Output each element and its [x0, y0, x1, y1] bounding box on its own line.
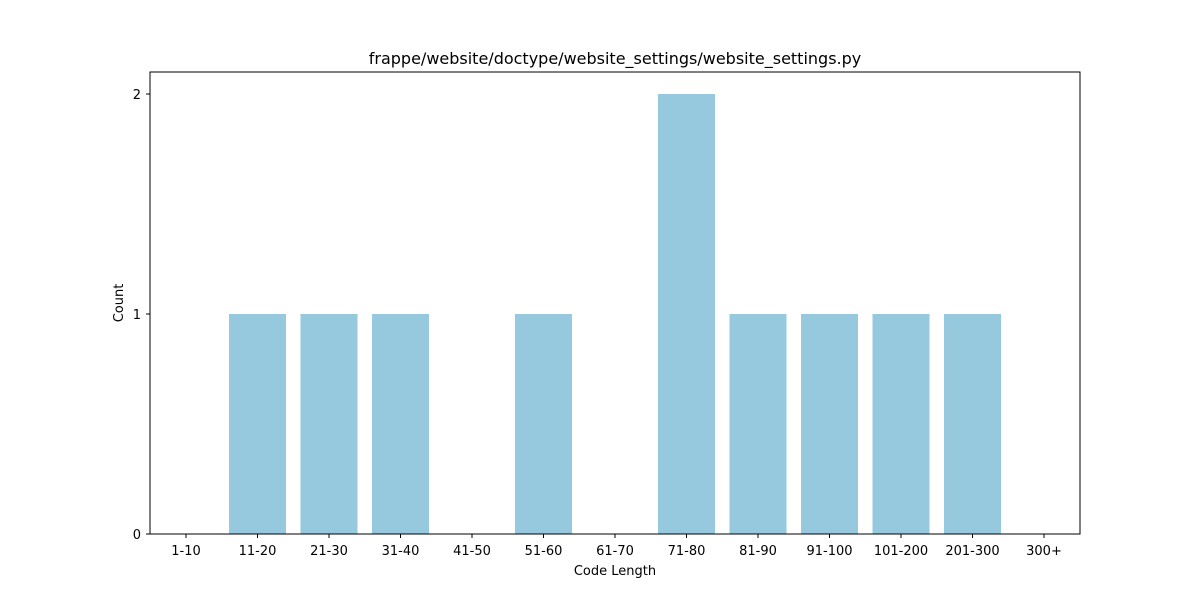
- y-axis-label: Count: [112, 284, 127, 323]
- x-tick-label: 101-200: [874, 544, 928, 559]
- y-tick-label: 1: [133, 308, 141, 323]
- x-tick-label: 51-60: [525, 544, 563, 559]
- bar-31-40: [372, 314, 429, 534]
- bar-21-30: [300, 314, 358, 534]
- bar-91-100: [801, 314, 858, 534]
- x-tick-label: 1-10: [171, 544, 201, 559]
- x-tick-label: 201-300: [945, 544, 999, 559]
- x-tick-label: 11-20: [239, 544, 277, 559]
- x-tick-label: 81-90: [739, 544, 777, 559]
- x-tick-label: 21-30: [310, 544, 348, 559]
- bar-71-80: [658, 94, 715, 534]
- bar-201-300: [944, 314, 1001, 534]
- plot-frame: [149, 71, 1081, 535]
- x-tick-label: 61-70: [596, 544, 634, 559]
- bar-11-20: [229, 314, 286, 534]
- x-tick-label: 41-50: [453, 544, 491, 559]
- y-tick-label: 2: [133, 88, 141, 103]
- bar-81-90: [729, 314, 787, 534]
- x-axis-ticks: 1-10 11-20 21-30 31-40 41-50 51-60 61-70 71-80 8…: [171, 534, 1062, 559]
- chart-title: frappe/website/doctype/website_settings/…: [369, 49, 862, 69]
- x-tick-label: 91-100: [806, 544, 852, 559]
- bar-101-200: [872, 314, 930, 534]
- x-axis-label: Code Length: [574, 564, 656, 579]
- x-tick-label: 31-40: [382, 544, 420, 559]
- bar-51-60: [515, 314, 572, 534]
- x-tick-label: 71-80: [668, 544, 706, 559]
- y-axis-ticks: 0 1 2: [133, 88, 150, 543]
- x-tick-label: 300+: [1026, 544, 1062, 559]
- bars-group: [229, 94, 1001, 534]
- y-tick-label: 0: [133, 528, 141, 543]
